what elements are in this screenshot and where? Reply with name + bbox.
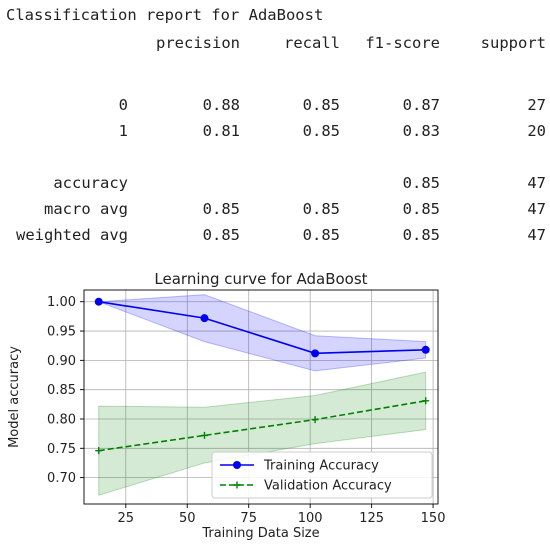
data-point <box>311 349 320 358</box>
report-row-label: weighted avg <box>16 226 128 244</box>
report-header-recall: recall <box>284 34 340 52</box>
series-line-0 <box>98 300 426 355</box>
data-point <box>95 447 103 455</box>
legend-label: Validation Accuracy <box>264 479 392 494</box>
data-point <box>94 297 103 306</box>
x-tick-label: 25 <box>118 511 135 526</box>
report-cell-precision: 0.88 <box>202 96 240 114</box>
x-axis-label: Training Data Size <box>201 526 319 541</box>
report-cell-support: 47 <box>527 200 546 218</box>
report-header-precision: precision <box>156 34 240 52</box>
report-row-label: accuracy <box>53 174 128 192</box>
classification-report: Classification report for AdaBoost preci… <box>6 2 546 252</box>
report-cell-support: 27 <box>527 96 546 114</box>
legend: Training Accuracy Validation Accuracy <box>211 451 433 499</box>
x-tick-label: 150 <box>421 511 446 526</box>
report-title: Classification report for AdaBoost <box>6 6 324 24</box>
report-row-label: macro avg <box>44 200 128 218</box>
legend-label: Training Accuracy <box>263 459 379 474</box>
legend-box <box>211 451 433 499</box>
series-line-1 <box>98 400 426 452</box>
report-row-label: 0 <box>118 96 128 114</box>
report-cell-recall: 0.85 <box>302 96 340 114</box>
y-tick-label: 0.85 <box>47 383 76 398</box>
y-axis-label: Model accuracy <box>7 346 22 448</box>
confidence-band-1 <box>98 371 427 496</box>
report-header-f1-score: f1-score <box>365 34 440 52</box>
report-cell-precision: 0.85 <box>202 200 240 218</box>
data-point <box>422 397 430 405</box>
data-point <box>200 314 209 323</box>
report-cell-recall: 0.85 <box>302 200 340 218</box>
report-cell-support: 20 <box>527 122 546 140</box>
learning-curve-svg: 25 50 75 100 125 150 0.70 0.75 0.80 0.85 0.90 0.95 1… <box>7 270 446 541</box>
y-tick-label: 0.75 <box>47 442 76 457</box>
x-tick-label: 75 <box>240 511 257 526</box>
y-tick-label: 0.90 <box>47 354 76 369</box>
report-cell-recall: 0.85 <box>302 122 340 140</box>
learning-curve-chart: 25 50 75 100 125 150 0.70 0.75 0.80 0.85 0.90 0.95 1… <box>0 262 550 545</box>
report-cell-precision: 0.81 <box>202 122 240 140</box>
data-point <box>200 431 208 439</box>
plot-frame <box>83 289 439 505</box>
report-header-support: support <box>480 34 546 52</box>
report-cell-f1: 0.85 <box>402 226 440 244</box>
y-tick-label: 1.00 <box>47 295 76 310</box>
data-point <box>421 345 430 354</box>
legend-marker <box>233 461 241 469</box>
y-tick-label: 0.80 <box>47 412 76 427</box>
report-cell-support: 47 <box>527 226 546 244</box>
y-tick-label: 0.70 <box>47 471 76 486</box>
report-cell-f1: 0.85 <box>402 174 440 192</box>
report-cell-f1: 0.83 <box>402 122 440 140</box>
report-cell-recall: 0.85 <box>302 226 340 244</box>
x-tick-label: 125 <box>359 511 384 526</box>
y-tick-label: 0.95 <box>47 325 76 340</box>
report-cell-precision: 0.85 <box>202 226 240 244</box>
report-cell-f1: 0.85 <box>402 200 440 218</box>
chart-title: Learning curve for AdaBoost <box>154 270 367 288</box>
report-cell-f1: 0.87 <box>402 96 440 114</box>
x-tick-label: 100 <box>298 511 323 526</box>
data-point <box>311 416 319 424</box>
report-cell-support: 47 <box>527 174 546 192</box>
legend-marker <box>233 481 241 489</box>
x-tick-label: 50 <box>179 511 196 526</box>
report-row-label: 1 <box>118 122 128 140</box>
